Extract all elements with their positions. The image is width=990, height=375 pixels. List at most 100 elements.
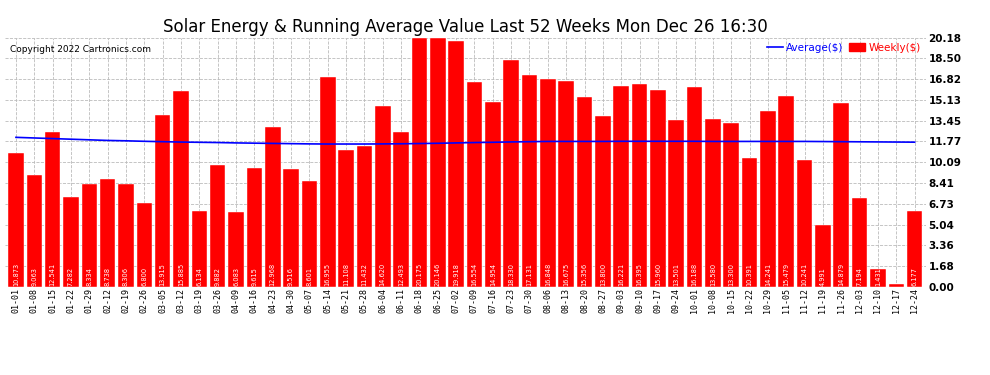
Bar <box>430 38 446 287</box>
Bar <box>851 198 867 287</box>
Line: Average($): Average($) <box>16 137 915 144</box>
Text: 8.738: 8.738 <box>105 267 111 286</box>
Text: 16.848: 16.848 <box>544 262 550 286</box>
Bar <box>614 86 629 287</box>
Average($) <box>212 140 224 145</box>
Average($) <box>799 139 811 144</box>
Average($) <box>120 138 132 143</box>
Text: 15.885: 15.885 <box>178 262 184 286</box>
Text: 19.918: 19.918 <box>453 263 459 286</box>
Text: 15.479: 15.479 <box>783 263 789 286</box>
Text: 9.063: 9.063 <box>32 267 38 286</box>
Average($) <box>47 136 58 141</box>
Text: 8.306: 8.306 <box>123 267 129 286</box>
Bar <box>118 184 134 287</box>
Average($) <box>414 141 426 146</box>
Text: 16.675: 16.675 <box>563 262 569 286</box>
Bar <box>577 97 592 287</box>
Average($) <box>890 140 902 144</box>
Title: Solar Energy & Running Average Value Last 52 Weeks Mon Dec 26 16:30: Solar Energy & Running Average Value Las… <box>163 18 767 36</box>
Average($) <box>524 140 536 144</box>
Bar <box>210 165 226 287</box>
Bar <box>173 91 189 287</box>
Text: 16.554: 16.554 <box>471 262 477 286</box>
Average($) <box>193 140 205 144</box>
Average($) <box>358 142 370 146</box>
Average($) <box>909 140 921 144</box>
Average($) <box>597 139 609 144</box>
Text: 8.601: 8.601 <box>306 267 313 286</box>
Text: 17.131: 17.131 <box>527 263 533 286</box>
Average($) <box>248 141 260 146</box>
Text: 12.968: 12.968 <box>269 263 276 286</box>
Text: 8.334: 8.334 <box>86 267 92 286</box>
Average($) <box>377 142 389 146</box>
Text: 16.955: 16.955 <box>325 263 331 286</box>
Text: 15.960: 15.960 <box>654 263 661 286</box>
Bar <box>27 175 43 287</box>
Bar <box>522 75 538 287</box>
Text: 7.282: 7.282 <box>68 267 74 286</box>
Average($) <box>304 142 316 146</box>
Bar <box>888 284 904 287</box>
Bar <box>81 184 97 287</box>
Average($) <box>175 140 187 144</box>
Average($) <box>743 139 755 144</box>
Text: 11.432: 11.432 <box>361 263 367 286</box>
Average($) <box>432 141 444 146</box>
Bar <box>412 38 428 287</box>
Average($) <box>505 140 517 144</box>
Average($) <box>707 139 719 144</box>
Text: 12.541: 12.541 <box>50 263 55 286</box>
Text: 10.241: 10.241 <box>802 263 808 286</box>
Bar <box>870 269 886 287</box>
Average($) <box>102 138 114 143</box>
Average($) <box>487 140 499 144</box>
Bar <box>760 111 776 287</box>
Text: 6.083: 6.083 <box>233 267 239 286</box>
Text: 20.175: 20.175 <box>417 262 423 286</box>
Bar <box>778 96 794 287</box>
Text: 1.431: 1.431 <box>875 267 881 286</box>
Bar <box>724 123 739 287</box>
Bar <box>797 160 813 287</box>
Bar <box>595 116 611 287</box>
Text: 10.391: 10.391 <box>746 263 752 286</box>
Average($) <box>689 139 701 144</box>
Text: 16.221: 16.221 <box>618 263 625 286</box>
Bar <box>229 212 244 287</box>
Average($) <box>560 139 572 144</box>
Average($) <box>726 139 738 144</box>
Text: 15.356: 15.356 <box>581 263 587 286</box>
Average($) <box>65 137 77 141</box>
Text: 16.188: 16.188 <box>692 263 698 286</box>
Bar <box>356 146 372 287</box>
Text: 6.177: 6.177 <box>912 267 918 286</box>
Average($) <box>83 138 95 142</box>
Text: 9.882: 9.882 <box>215 267 221 286</box>
Text: 14.241: 14.241 <box>765 263 771 286</box>
Bar <box>834 103 849 287</box>
Bar <box>63 197 79 287</box>
Text: 9.516: 9.516 <box>288 267 294 286</box>
Text: 18.330: 18.330 <box>508 263 514 286</box>
Bar <box>650 90 665 287</box>
Bar <box>815 225 831 287</box>
Text: 11.108: 11.108 <box>344 263 349 286</box>
Bar <box>448 41 464 287</box>
Average($) <box>10 135 22 140</box>
Average($) <box>395 141 407 146</box>
Bar <box>8 153 24 287</box>
Bar <box>393 132 409 287</box>
Text: 13.580: 13.580 <box>710 263 716 286</box>
Average($) <box>468 140 480 145</box>
Average($) <box>780 139 792 144</box>
Average($) <box>322 142 334 146</box>
Bar <box>503 60 519 287</box>
Text: 14.954: 14.954 <box>490 263 496 286</box>
Average($) <box>652 139 664 144</box>
Text: 6.134: 6.134 <box>196 267 202 286</box>
Average($) <box>872 140 884 144</box>
Text: 14.620: 14.620 <box>380 262 386 286</box>
Text: 9.615: 9.615 <box>251 267 257 286</box>
